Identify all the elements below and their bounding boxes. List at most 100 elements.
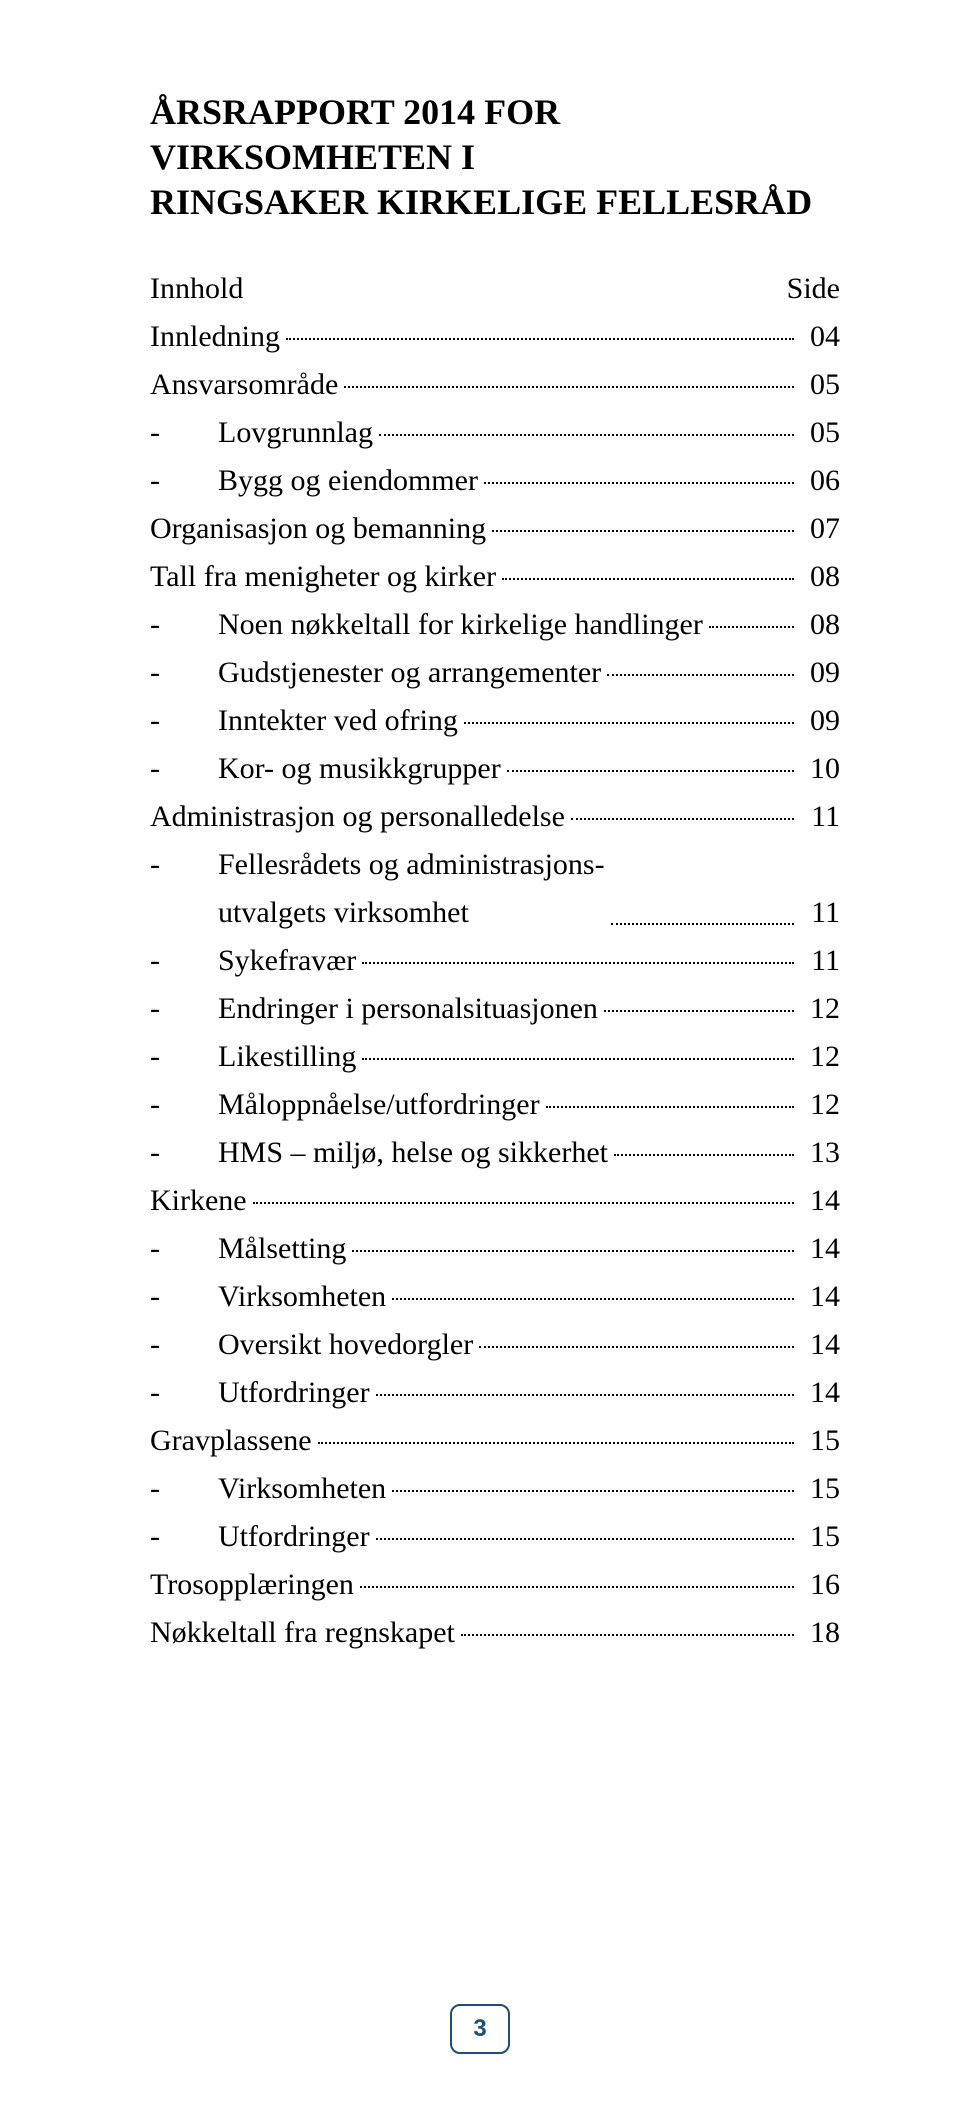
toc-page-number: 16	[800, 1561, 840, 1609]
dash-icon: -	[184, 1033, 218, 1081]
toc-page-number: 12	[800, 1081, 840, 1129]
dot-leader	[484, 452, 794, 484]
toc-leader-wrap	[486, 506, 800, 544]
toc-entry: Kirkene	[150, 1177, 247, 1225]
toc-label: Oversikt hovedorgler	[218, 1328, 473, 1361]
dot-leader	[507, 740, 794, 772]
toc-leader-wrap	[280, 314, 800, 352]
dot-leader	[709, 596, 794, 628]
toc-page-number: 09	[800, 649, 840, 697]
toc-page-number: 15	[800, 1465, 840, 1513]
toc-row: -Måloppnåelse/utfordringer 12	[150, 1081, 840, 1129]
toc-sub-entry: -Bygg og eiendommer	[150, 457, 478, 505]
toc-sub-entry: -Virksomheten	[150, 1273, 386, 1321]
toc-label: Målsetting	[218, 1232, 346, 1265]
toc-leader-wrap	[356, 938, 800, 976]
toc-row: Trosopplæringen 16	[150, 1561, 840, 1609]
toc-label: Organisasjon og bemanning	[150, 512, 486, 545]
toc-label: Gudstjenester og arrangementer	[218, 656, 601, 689]
dot-leader	[392, 1268, 794, 1300]
toc-label: Utfordringer	[218, 1376, 370, 1409]
toc-page-number: 08	[800, 553, 840, 601]
toc-label: Sykefravær	[218, 944, 356, 977]
toc-page-number: 18	[800, 1609, 840, 1657]
toc-row: -Inntekter ved ofring 09	[150, 697, 840, 745]
toc-row: -Oversikt hovedorgler14	[150, 1321, 840, 1369]
page-number-box: 3	[450, 2004, 510, 2054]
toc-entry: Gravplassene	[150, 1417, 312, 1465]
toc-page-number: 04	[800, 313, 840, 361]
toc-page-number: 11	[800, 793, 840, 841]
toc-page-number: 05	[800, 361, 840, 409]
toc-leader-wrap	[247, 1178, 800, 1216]
dot-leader	[502, 548, 794, 580]
toc-label: Ansvarsområde	[150, 368, 338, 401]
toc-label: Måloppnåelse/utfordringer	[218, 1088, 540, 1121]
toc-label: Likestilling	[218, 1040, 356, 1073]
toc-entry: Innledning	[150, 313, 280, 361]
toc-sub-entry: -Måloppnåelse/utfordringer	[150, 1081, 540, 1129]
dot-leader	[479, 1316, 794, 1348]
toc-row: -Målsetting 14	[150, 1225, 840, 1273]
toc-row: -Utfordringer 15	[150, 1513, 840, 1561]
toc-page-number: 14	[800, 1225, 840, 1273]
toc-entry: Organisasjon og bemanning	[150, 505, 486, 553]
dash-icon: -	[184, 937, 218, 985]
dot-leader	[604, 980, 794, 1012]
toc-page-number: 15	[800, 1513, 840, 1561]
toc-row: -Kor- og musikkgrupper10	[150, 745, 840, 793]
toc-page-number: 05	[800, 409, 840, 457]
toc-leader-wrap	[598, 986, 800, 1024]
toc-sub-entry: -Virksomheten	[150, 1465, 386, 1513]
innhold-heading: Innhold	[150, 265, 243, 313]
toc-page-number: 09	[800, 697, 840, 745]
toc-leader-wrap	[601, 650, 800, 688]
dot-leader	[546, 1076, 794, 1108]
toc-entry: Trosopplæringen	[150, 1561, 354, 1609]
toc-page-number: 10	[800, 745, 840, 793]
toc-sub-entry: -Inntekter ved ofring	[150, 697, 458, 745]
dash-icon: -	[184, 745, 218, 793]
toc-label: Inntekter ved ofring	[218, 704, 458, 737]
toc-leader-wrap	[346, 1226, 800, 1264]
toc-leader-wrap	[386, 1466, 800, 1504]
dash-icon: -	[184, 841, 218, 889]
dash-icon: -	[184, 985, 218, 1033]
document-title: ÅRSRAPPORT 2014 FOR VIRKSOMHETEN I RINGS…	[150, 90, 840, 225]
toc-label: Nøkkeltall fra regnskapet	[150, 1616, 455, 1649]
toc-entry: Administrasjon og personalledelse	[150, 793, 565, 841]
toc-row: -Noen nøkkeltall for kirkelige handlinge…	[150, 601, 840, 649]
toc-row: Nøkkeltall fra regnskapet 18	[150, 1609, 840, 1657]
toc-label: HMS – miljø, helse og sikkerhet	[218, 1136, 608, 1169]
toc-row: -Endringer i personalsituasjonen 12	[150, 985, 840, 1033]
toc-row: -Gudstjenester og arrangementer09	[150, 649, 840, 697]
toc-entry: Tall fra menigheter og kirker	[150, 553, 496, 601]
toc-leader-wrap	[540, 1082, 800, 1120]
toc-label-line: utvalgets virksomhet	[218, 896, 469, 929]
dash-icon: -	[184, 1225, 218, 1273]
toc-row: -Fellesrådets og administrasjons-utvalge…	[150, 841, 840, 937]
toc-leader-wrap	[473, 1322, 800, 1360]
dot-leader	[379, 404, 794, 436]
side-heading: Side	[787, 265, 840, 313]
toc-label: Gravplassene	[150, 1424, 312, 1457]
toc-sub-entry: -Utfordringer	[150, 1513, 370, 1561]
toc-row: -Likestilling12	[150, 1033, 840, 1081]
toc-row: Innledning 04	[150, 313, 840, 361]
toc-row: -Lovgrunnlag05	[150, 409, 840, 457]
toc-leader-wrap	[338, 362, 800, 400]
toc-label: Kirkene	[150, 1184, 247, 1217]
toc-row: Ansvarsområde 05	[150, 361, 840, 409]
toc-leader-wrap	[373, 410, 800, 448]
toc-label-line: Fellesrådets og administrasjons-	[218, 848, 605, 881]
dash-icon: -	[184, 601, 218, 649]
toc-row: -Utfordringer14	[150, 1369, 840, 1417]
toc-sub-entry: -Endringer i personalsituasjonen	[150, 985, 598, 1033]
toc-row: -HMS – miljø, helse og sikkerhet13	[150, 1129, 840, 1177]
dot-leader	[376, 1508, 794, 1540]
toc-page-number: 12	[800, 985, 840, 1033]
toc-page-number: 14	[800, 1273, 840, 1321]
dash-icon: -	[184, 1513, 218, 1561]
toc-leader-wrap	[312, 1418, 800, 1456]
dot-leader	[352, 1220, 794, 1252]
